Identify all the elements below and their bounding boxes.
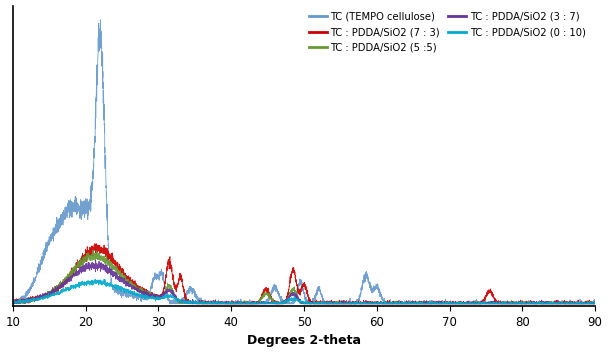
X-axis label: Degrees 2-theta: Degrees 2-theta bbox=[247, 334, 361, 347]
Legend: TC (TEMPO cellulose), TC : PDDA/SiO2 (7 : 3), TC : PDDA/SiO2 (5 :5), TC : PDDA/S: TC (TEMPO cellulose), TC : PDDA/SiO2 (7 … bbox=[305, 7, 590, 56]
